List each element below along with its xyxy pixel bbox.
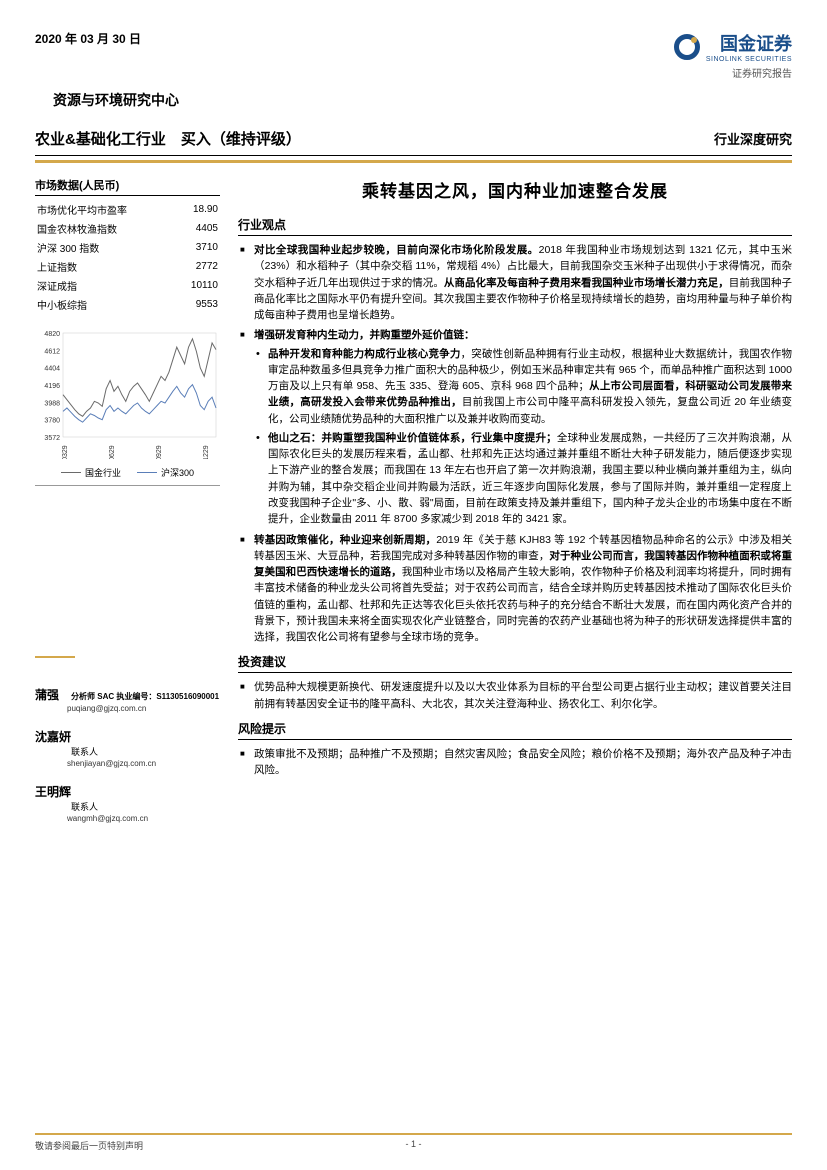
bullet-item: 增强研发育种内生动力，并购重塑外延价值链：品种开发和育种能力构成行业核心竞争力，… <box>238 327 792 527</box>
accent-divider <box>35 160 792 163</box>
bullet-item: 对比全球我国种业起步较晚，目前向深化市场化阶段发展。2018 年我国种业市场规划… <box>238 242 792 323</box>
page-number: - 1 - <box>405 1139 421 1149</box>
market-data-header: 市场数据(人民币) <box>35 177 220 196</box>
svg-text:4612: 4612 <box>44 348 60 355</box>
footer-disclaimer: 敬请参阅最后一页特别声明 <box>35 1139 143 1152</box>
company-name-cn: 国金证券 <box>706 30 792 56</box>
accent-small <box>35 656 75 658</box>
footer-accent <box>35 1133 792 1135</box>
svg-text:3988: 3988 <box>44 400 60 407</box>
analyst-block: 王明辉 联系人 wangmh@gjzq.com.cn <box>35 783 220 824</box>
section-header: 投资建议 <box>238 653 792 673</box>
report-label: 证券研究报告 <box>674 65 792 80</box>
bullet-item: 优势品种大规模更新换代、研发速度提升以及以大农业体系为目标的平台型公司更占据行业… <box>238 679 792 712</box>
department-name: 资源与环境研究中心 <box>53 90 792 110</box>
company-logo-block: 国金证券 SINOLINK SECURITIES 证券研究报告 <box>674 30 792 80</box>
market-row: 中小板综指9553 <box>37 296 218 313</box>
svg-text:190329: 190329 <box>62 445 69 459</box>
market-row: 国金农林牧渔指数4405 <box>37 220 218 237</box>
bullet-list: 政策审批不及预期；品种推广不及预期；自然灾害风险；食品安全风险；粮价价格不及预期… <box>238 746 792 779</box>
svg-text:4820: 4820 <box>44 331 60 338</box>
legend-item: 国金行业 <box>61 466 121 479</box>
report-date: 2020 年 03 月 30 日 <box>35 30 141 47</box>
svg-text:190629: 190629 <box>109 445 116 459</box>
analyst-block: 沈嘉妍 联系人 shenjiayan@gjzq.com.cn <box>35 728 220 769</box>
market-row: 市场优化平均市盈率18.90 <box>37 201 218 218</box>
bullet-item: 政策审批不及预期；品种推广不及预期；自然灾害风险；食品安全风险；粮价价格不及预期… <box>238 746 792 779</box>
report-category: 行业深度研究 <box>714 129 792 148</box>
industry-rating: 农业&基础化工行业 买入（维持评级） <box>35 128 301 149</box>
sub-bullet-item: 他山之石：并购重塑我国种业价值链体系，行业集中度提升；全球种业发展成熟，一共经历… <box>254 430 792 528</box>
analyst-block: 蒲强 分析师 SAC 执业编号：S1130516090001 puqiang@g… <box>35 686 220 714</box>
sub-bullet-item: 品种开发和育种能力构成行业核心竞争力，突破性创新品种拥有行业主动权，根据种业大数… <box>254 346 792 427</box>
report-title: 乘转基因之风，国内种业加速整合发展 <box>238 177 792 202</box>
company-name-en: SINOLINK SECURITIES <box>706 56 792 63</box>
svg-text:4404: 4404 <box>44 366 60 373</box>
legend-item: 沪深300 <box>137 466 194 479</box>
bullet-list: 对比全球我国种业起步较晚，目前向深化市场化阶段发展。2018 年我国种业市场规划… <box>238 242 792 645</box>
svg-text:4196: 4196 <box>44 383 60 390</box>
index-chart: 4820 4612 4404 4196 3988 3780 3572190329 190629… <box>35 329 220 486</box>
logo-icon <box>674 34 700 60</box>
svg-text:3780: 3780 <box>44 418 60 425</box>
bullet-list: 优势品种大规模更新换代、研发速度提升以及以大农业体系为目标的平台型公司更占据行业… <box>238 679 792 712</box>
bullet-item: 转基因政策催化，种业迎来创新周期，2019 年《关于慈 KJH83 等 192 … <box>238 532 792 646</box>
section-header: 行业观点 <box>238 216 792 236</box>
market-data-table: 市场优化平均市盈率18.90 国金农林牧渔指数4405 沪深 300 指数3710 上… <box>35 199 220 315</box>
svg-text:190929: 190929 <box>156 445 163 459</box>
market-row: 深证成指10110 <box>37 277 218 294</box>
section-header: 风险提示 <box>238 720 792 740</box>
market-row: 沪深 300 指数3710 <box>37 239 218 256</box>
market-row: 上证指数2772 <box>37 258 218 275</box>
svg-text:3572: 3572 <box>44 435 60 442</box>
svg-text:191229: 191229 <box>203 445 210 459</box>
